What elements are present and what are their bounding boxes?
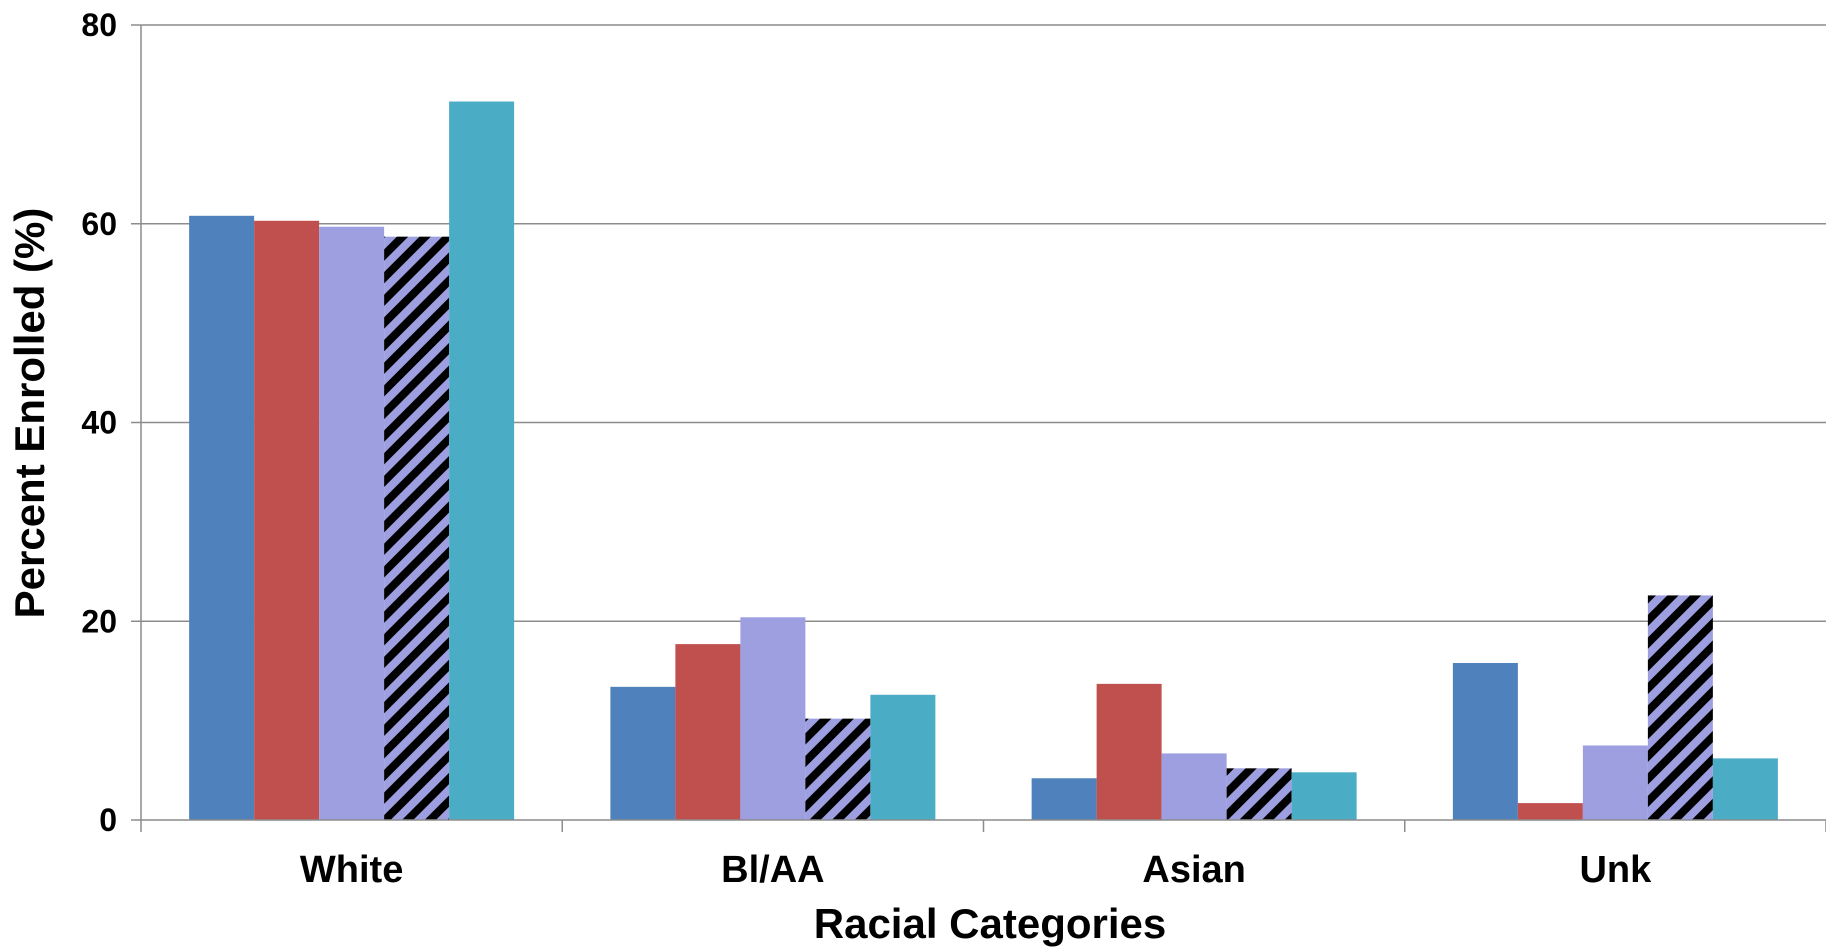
bar xyxy=(384,237,449,820)
bar xyxy=(1292,772,1357,820)
bar xyxy=(1518,803,1583,820)
y-axis-title: Percent Enrolled (%) xyxy=(6,208,53,619)
y-tick-label: 60 xyxy=(81,206,117,242)
y-tick-label: 40 xyxy=(81,405,117,441)
bar xyxy=(1097,684,1162,820)
bar xyxy=(610,687,675,820)
bar xyxy=(1583,745,1648,820)
bar xyxy=(1227,768,1292,820)
bar xyxy=(1453,663,1518,820)
x-tick-label: Asian xyxy=(1142,849,1245,891)
bars xyxy=(189,102,1778,820)
x-tick-label: Unk xyxy=(1579,849,1652,891)
y-tick-label: 0 xyxy=(99,802,117,838)
y-tick-label: 80 xyxy=(81,7,117,43)
bar xyxy=(1032,778,1097,820)
bar xyxy=(1648,595,1713,820)
bar xyxy=(1713,758,1778,820)
bar xyxy=(805,719,870,820)
x-tick-label: White xyxy=(300,849,403,891)
bar xyxy=(449,102,514,820)
bar xyxy=(189,216,254,820)
y-tick-label: 20 xyxy=(81,603,117,639)
bar xyxy=(254,221,319,820)
bar xyxy=(1162,753,1227,820)
x-axis-title: Racial Categories xyxy=(814,900,1167,947)
x-tick-label: Bl/AA xyxy=(721,849,824,891)
bar xyxy=(870,695,935,820)
bar xyxy=(319,227,384,820)
bar xyxy=(675,644,740,820)
bar xyxy=(740,617,805,820)
